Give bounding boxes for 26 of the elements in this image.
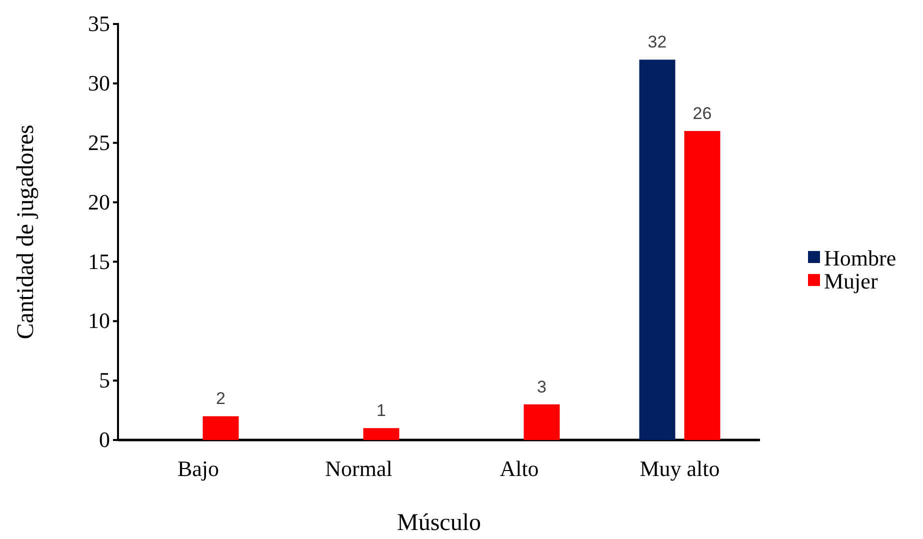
data-label: 2 — [216, 389, 226, 408]
bar — [639, 60, 676, 440]
data-label: 32 — [648, 32, 667, 52]
legend-label: Mujer — [824, 268, 878, 294]
y-tick-label: 15 — [88, 248, 110, 274]
y-tick-label: 0 — [99, 427, 110, 452]
y-tick-label: 5 — [99, 368, 110, 393]
x-tick-label: Normal — [325, 456, 392, 481]
x-tick-label: Bajo — [177, 456, 220, 481]
data-label: 26 — [692, 104, 712, 123]
y-tick-label: 10 — [88, 308, 110, 334]
y-tick-label: 30 — [88, 70, 110, 96]
y-tick-label: 35 — [88, 11, 110, 36]
data-label: 3 — [537, 377, 546, 396]
y-axis-title: Cantidad de jugadores — [13, 124, 39, 340]
bar — [363, 428, 400, 440]
x-tick-label: Alto — [500, 456, 539, 481]
bar — [202, 416, 239, 440]
data-label: 1 — [376, 401, 386, 420]
bar — [684, 130, 720, 440]
bar — [524, 404, 560, 440]
y-tick-label: 25 — [88, 130, 110, 155]
x-tick-label: Muy alto — [640, 456, 720, 481]
legend-label: Hombre — [824, 246, 896, 271]
x-axis-title: Músculo — [397, 510, 481, 536]
y-tick-label: 20 — [88, 189, 110, 214]
